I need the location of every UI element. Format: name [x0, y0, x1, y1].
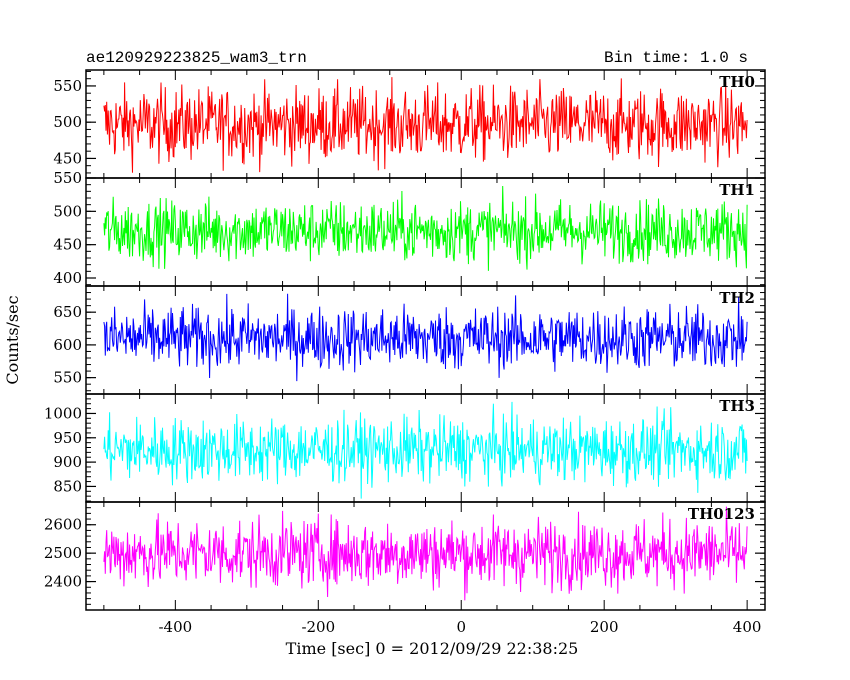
y-tick-label: 550 — [53, 77, 82, 95]
y-tick-label: 950 — [53, 429, 82, 447]
x-axis-label: Time [sec] 0 = 2012/09/29 22:38:25 — [286, 639, 579, 658]
x-axis: -400 -200 0 200 400 — [103, 70, 762, 636]
y-tick-label: 650 — [53, 303, 82, 321]
series-line-th2 — [103, 293, 748, 382]
series-line-th1 — [103, 185, 748, 271]
series-line-th3 — [103, 401, 748, 499]
y-tick-label: 500 — [53, 202, 82, 220]
panel-th0123: 2400 2500 2600 TH0123 — [44, 501, 766, 611]
panels-group: 450 500 550 TH0 400 450 500 550 TH1 550 600 650 TH2 8… — [44, 69, 766, 611]
y-tick-label: 900 — [53, 453, 82, 471]
panel-th3: 850 900 950 1000 TH3 — [44, 393, 766, 503]
y-tick-label: 2500 — [44, 544, 82, 562]
x-tick-label: -200 — [301, 618, 335, 636]
panel-th2: 550 600 650 TH2 — [53, 285, 766, 395]
x-tick-label: 200 — [590, 618, 619, 636]
x-tick-label: -400 — [158, 618, 192, 636]
y-tick-label: 550 — [53, 369, 82, 387]
y-tick-label: 450 — [53, 149, 82, 167]
panel-th0: 450 500 550 TH0 — [53, 69, 766, 179]
chart-subtitle: Bin time: 1.0 s — [604, 49, 748, 67]
panel-th1: 400 450 500 550 TH1 — [53, 169, 766, 287]
y-tick-label: 1000 — [44, 404, 82, 422]
y-tick-label: 600 — [53, 336, 82, 354]
x-tick-label: 0 — [456, 618, 466, 636]
panel-label-th3: TH3 — [719, 397, 755, 415]
y-tick-label: 850 — [53, 477, 82, 495]
chart-title: ae120929223825_wam3_trn — [86, 49, 307, 67]
panel-label-th1: TH1 — [719, 181, 755, 199]
y-tick-label: 2600 — [44, 516, 82, 534]
y-axis-label: Counts/sec — [3, 295, 22, 384]
y-tick-label: 450 — [53, 236, 82, 254]
panel-label-th2: TH2 — [719, 289, 755, 307]
x-tick-label: 400 — [733, 618, 762, 636]
panel-label-th0: TH0 — [719, 73, 755, 91]
y-tick-label: 550 — [53, 169, 82, 187]
panel-label-th0123: TH0123 — [688, 505, 755, 523]
series-line-th0123 — [103, 506, 748, 601]
y-tick-label: 400 — [53, 269, 82, 287]
series-line-th0 — [103, 77, 748, 173]
y-tick-label: 2400 — [44, 573, 82, 591]
y-tick-label: 500 — [53, 113, 82, 131]
